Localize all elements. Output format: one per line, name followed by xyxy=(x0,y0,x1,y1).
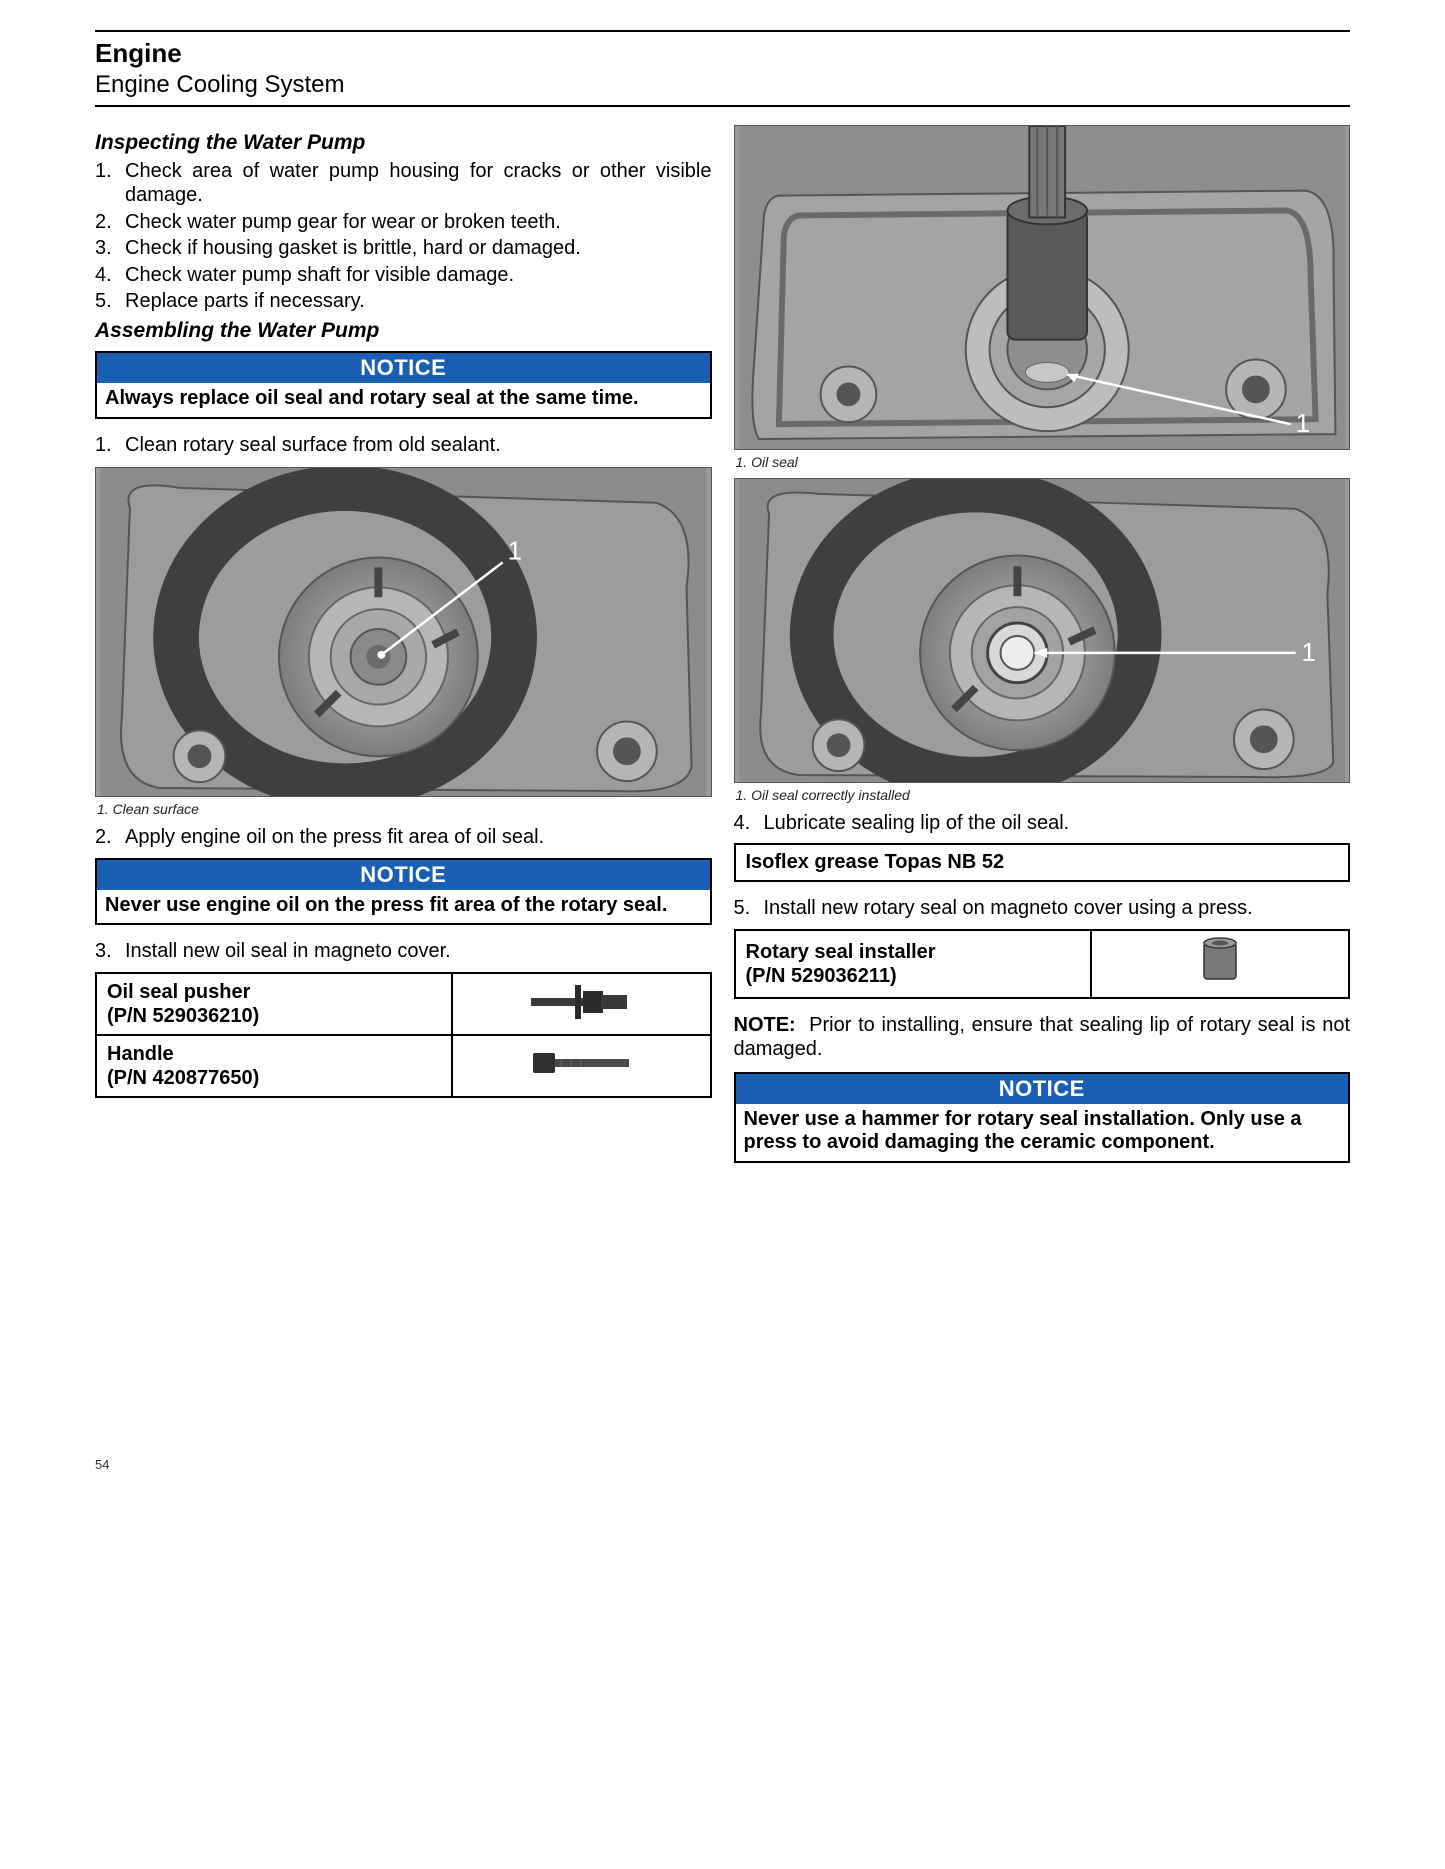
inspect-step: Check water pump gear for wear or broken… xyxy=(95,210,712,234)
svg-text:1: 1 xyxy=(1301,639,1315,667)
oil-seal-pusher-icon xyxy=(521,981,641,1021)
table-row: Oil seal pusher (P/N 529036210) xyxy=(96,973,711,1035)
tool-image-cell xyxy=(1091,930,1349,998)
assemble-step: Install new rotary seal on magneto cover… xyxy=(734,896,1351,920)
inspect-steps: Check area of water pump housing for cra… xyxy=(95,159,712,313)
table-row: Rotary seal installer (P/N 529036211) xyxy=(735,930,1350,998)
page-section-subtitle: Engine Cooling System xyxy=(95,69,1350,105)
assemble-steps-a: Clean rotary seal surface from old seala… xyxy=(95,433,712,457)
notice-box-1: NOTICE Always replace oil seal and rotar… xyxy=(95,351,712,419)
notice-header: NOTICE xyxy=(97,353,710,383)
inspect-step: Replace parts if necessary. xyxy=(95,289,712,313)
notice-body: Always replace oil seal and rotary seal … xyxy=(97,383,710,417)
header-rule-top xyxy=(95,30,1350,32)
notice-header: NOTICE xyxy=(97,860,710,890)
assemble-heading: Assembling the Water Pump xyxy=(95,319,712,343)
figure-oil-seal-installed: 1 xyxy=(734,478,1351,783)
assemble-step: Clean rotary seal surface from old seala… xyxy=(95,433,712,457)
inspect-step: Check area of water pump housing for cra… xyxy=(95,159,712,208)
page-number: 54 xyxy=(95,1457,1350,1472)
note-line: NOTE: Prior to installing, ensure that s… xyxy=(734,1013,1351,1062)
table-row: Handle (P/N 420877650) xyxy=(96,1035,711,1097)
assemble-steps-c: Install new oil seal in magneto cover. xyxy=(95,939,712,963)
handle-icon xyxy=(521,1045,641,1081)
tool-table-right: Rotary seal installer (P/N 529036211) xyxy=(734,929,1351,999)
tool-name: Handle (P/N 420877650) xyxy=(96,1035,452,1097)
notice-box-2: NOTICE Never use engine oil on the press… xyxy=(95,858,712,926)
assemble-steps-b: Apply engine oil on the press fit area o… xyxy=(95,825,712,849)
inspect-heading: Inspecting the Water Pump xyxy=(95,131,712,155)
figure-caption: 1. Oil seal correctly installed xyxy=(736,787,1351,803)
right-column: 1 1. Oil seal xyxy=(734,125,1351,1177)
assemble-step: Apply engine oil on the press fit area o… xyxy=(95,825,712,849)
rotary-seal-installer-icon xyxy=(1180,937,1260,985)
assemble-steps-d: Lubricate sealing lip of the oil seal. xyxy=(734,811,1351,835)
notice-header: NOTICE xyxy=(736,1074,1349,1104)
tool-image-cell xyxy=(452,973,710,1035)
assemble-step: Lubricate sealing lip of the oil seal. xyxy=(734,811,1351,835)
left-column: Inspecting the Water Pump Check area of … xyxy=(95,125,712,1177)
note-label: NOTE: xyxy=(734,1014,796,1036)
header-rule-bottom xyxy=(95,105,1350,107)
tool-name: Oil seal pusher (P/N 529036210) xyxy=(96,973,452,1035)
notice-body: Never use a hammer for rotary seal insta… xyxy=(736,1104,1349,1161)
page-section-title: Engine xyxy=(95,36,1350,69)
tool-table-left: Oil seal pusher (P/N 529036210) Handle (… xyxy=(95,972,712,1098)
tool-name: Rotary seal installer (P/N 529036211) xyxy=(735,930,1091,998)
grease-spec-box: Isoflex grease Topas NB 52 xyxy=(734,843,1351,882)
inspect-step: Check water pump shaft for visible damag… xyxy=(95,263,712,287)
svg-text:1: 1 xyxy=(508,538,522,566)
figure-oil-seal-install: 1 xyxy=(734,125,1351,450)
figure-caption: 1. Clean surface xyxy=(97,801,712,817)
tool-image-cell xyxy=(452,1035,710,1097)
notice-box-3: NOTICE Never use a hammer for rotary sea… xyxy=(734,1072,1351,1163)
figure-clean-surface: 1 xyxy=(95,467,712,797)
figure-caption: 1. Oil seal xyxy=(736,454,1351,470)
assemble-step: Install new oil seal in magneto cover. xyxy=(95,939,712,963)
assemble-steps-e: Install new rotary seal on magneto cover… xyxy=(734,896,1351,920)
inspect-step: Check if housing gasket is brittle, hard… xyxy=(95,236,712,260)
notice-body: Never use engine oil on the press fit ar… xyxy=(97,890,710,924)
svg-text:1: 1 xyxy=(1295,410,1309,438)
note-body: Prior to installing, ensure that sealing… xyxy=(734,1014,1351,1060)
